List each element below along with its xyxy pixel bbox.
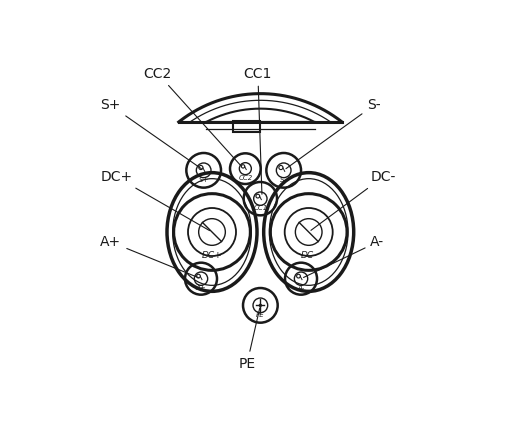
Text: S+: S+	[100, 98, 201, 169]
Text: CC2: CC2	[144, 67, 240, 165]
Text: CC1: CC1	[244, 67, 272, 194]
Text: DC+: DC+	[202, 251, 223, 259]
Text: A-: A-	[304, 235, 385, 278]
Circle shape	[259, 304, 262, 307]
Bar	[233, 121, 261, 132]
Text: CC2: CC2	[238, 174, 252, 181]
Text: S+: S+	[199, 178, 209, 184]
Text: A+: A+	[100, 235, 199, 278]
Text: PE: PE	[238, 308, 260, 371]
Text: DC+: DC+	[100, 170, 210, 231]
Text: DC-: DC-	[311, 170, 396, 230]
Text: DC-: DC-	[301, 251, 317, 259]
Text: PE: PE	[256, 312, 265, 318]
Text: CC1: CC1	[253, 205, 268, 211]
Text: A+: A+	[196, 285, 206, 291]
Text: S-: S-	[286, 98, 380, 169]
Text: S-: S-	[280, 178, 287, 184]
Text: A-: A-	[297, 285, 305, 291]
